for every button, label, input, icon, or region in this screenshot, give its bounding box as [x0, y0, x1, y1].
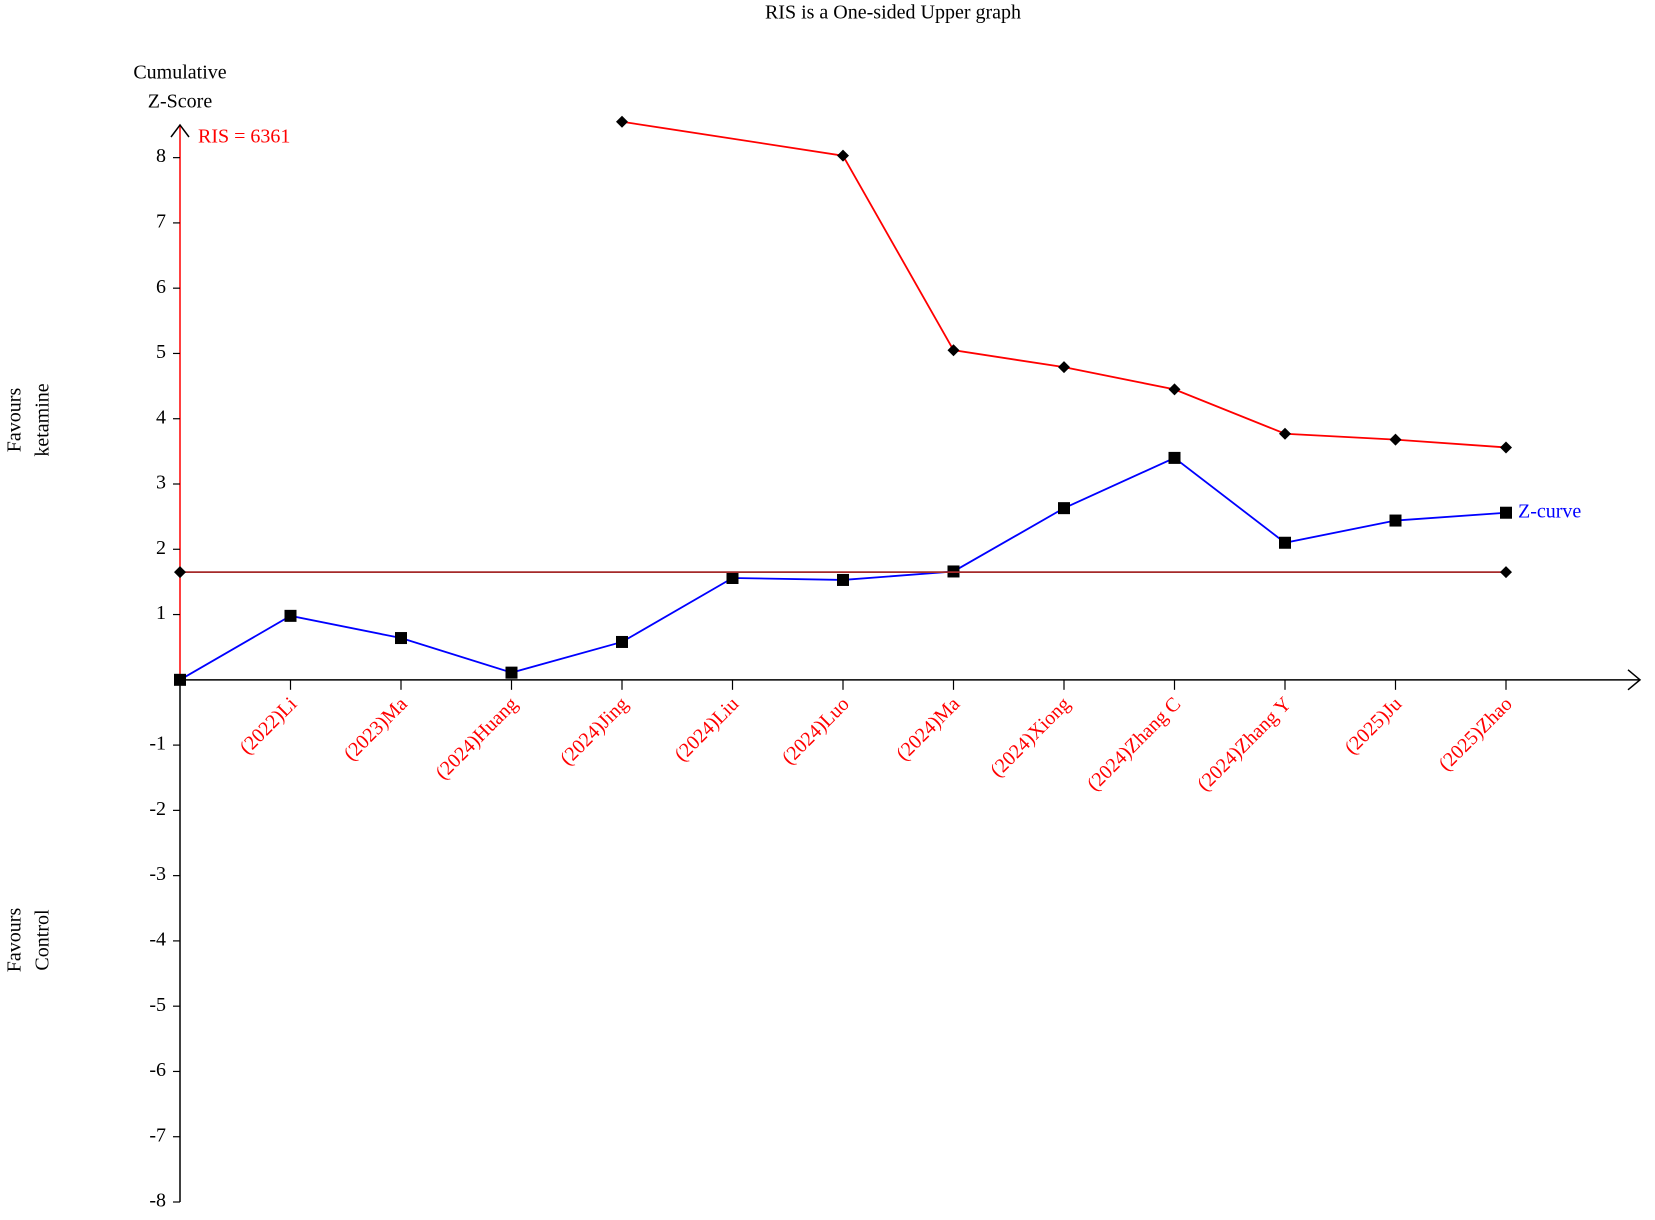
point [616, 635, 628, 648]
point [616, 115, 628, 128]
point [1500, 441, 1512, 454]
point [1168, 383, 1181, 396]
point [284, 609, 297, 622]
side-label-line: ketamine [32, 383, 54, 456]
x-tick-label: (2024)Jing [556, 693, 633, 770]
series-line [179, 456, 1507, 681]
x-tick-label: (2024)Zhang C [1083, 693, 1185, 795]
point [1500, 506, 1512, 519]
point [1500, 566, 1512, 579]
y-tick-label: 3 [156, 472, 166, 494]
point [395, 632, 407, 645]
y-tick-label: -7 [149, 1124, 166, 1146]
side-label-line: Control [32, 909, 54, 971]
side-label: Favours Control [4, 908, 54, 973]
x-tick-label: (2025)Zhao [1434, 693, 1516, 775]
side-label-line: Favours [4, 388, 26, 453]
point [1279, 536, 1291, 549]
point [1279, 427, 1291, 440]
point [726, 571, 739, 584]
y-axis-arrow [170, 123, 190, 138]
y-tick-label: 6 [156, 276, 166, 298]
x-tick-label: (2024)Xiong [986, 693, 1075, 782]
x-tick-label: (2023)Ma [340, 693, 412, 765]
series-label: Z-curve [1518, 500, 1581, 522]
point [1058, 502, 1070, 515]
y-tick-label: -5 [149, 994, 166, 1016]
point [505, 666, 518, 679]
point [1389, 433, 1402, 446]
y-tick-label: -6 [149, 1059, 166, 1081]
y-tick-label: -4 [149, 929, 166, 951]
y-tick-label: 8 [156, 145, 166, 167]
x-tick-label: (2022)Li [235, 693, 301, 759]
x-tick-label: (2025)Ju [1340, 693, 1406, 759]
chart-title: RIS is a One-sided Upper graph [765, 2, 1021, 24]
point [174, 673, 186, 686]
y-tick-label: -1 [149, 733, 166, 755]
y-axis-label: Z-Score [148, 91, 213, 113]
y-tick-label: -3 [149, 863, 166, 885]
x-tick-label: (2024)Luo [778, 693, 854, 769]
point [1389, 514, 1402, 527]
y-tick-label: -2 [149, 798, 166, 820]
x-tick-label: (2024)Liu [670, 693, 743, 766]
point [947, 344, 960, 357]
y-axis-label: Cumulative [133, 62, 226, 84]
point [1058, 361, 1070, 374]
series-line [621, 120, 1507, 449]
y-tick-label: 7 [156, 211, 166, 233]
x-tick-label: (2024)Zhang Y [1193, 693, 1296, 796]
point [837, 573, 849, 586]
side-label-line: Favours [4, 908, 26, 973]
y-tick-label: 2 [156, 537, 166, 559]
point [174, 566, 186, 579]
x-tick-label: (2024)Huang [431, 693, 522, 784]
y-tick-label: 4 [156, 406, 166, 428]
ris-annotation: RIS = 6361 [198, 126, 290, 148]
point [837, 149, 849, 162]
point [1168, 451, 1181, 464]
y-tick-label: -8 [149, 1190, 166, 1212]
y-tick-label: 5 [156, 341, 166, 363]
y-tick-label: 1 [156, 602, 166, 624]
x-axis-arrow [1627, 669, 1642, 691]
x-tick-label: (2024)Ma [892, 693, 964, 765]
side-label: Favours ketamine [4, 383, 54, 456]
